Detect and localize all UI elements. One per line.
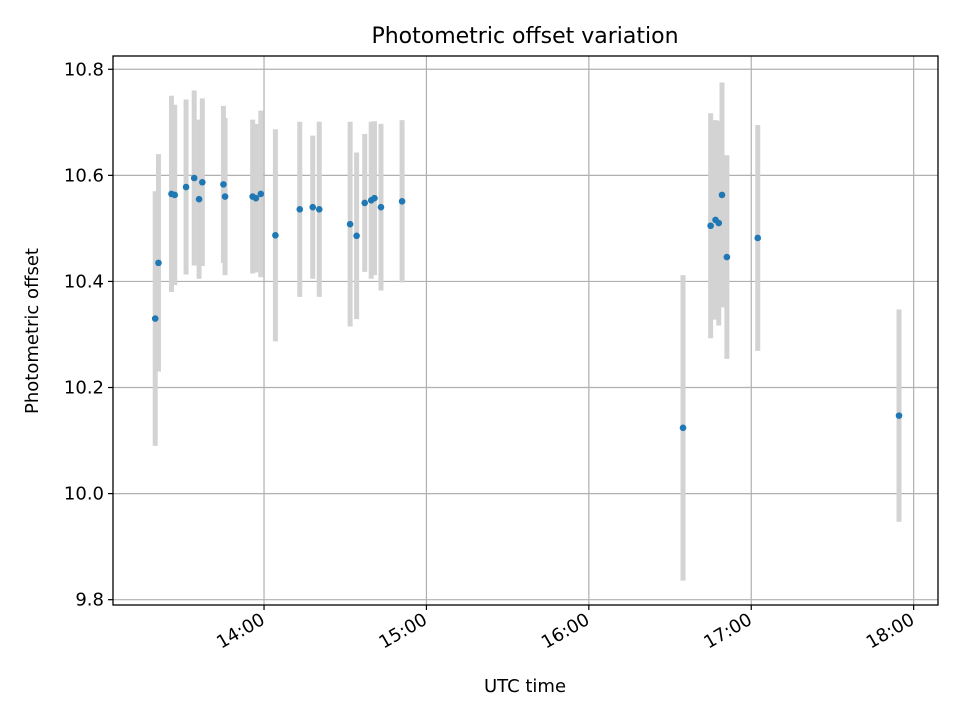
y-tick-label: 10.2 <box>64 378 104 399</box>
data-point <box>895 412 903 419</box>
y-tick-label: 10.4 <box>64 271 104 292</box>
plot-frame <box>112 55 939 606</box>
data-point <box>707 222 714 230</box>
data-point <box>353 232 360 240</box>
data-point <box>754 234 762 242</box>
data-point <box>346 220 354 228</box>
data-point <box>371 194 378 202</box>
y-tick-label: 10.0 <box>64 484 104 505</box>
y-tick-label: 10.6 <box>64 165 104 186</box>
data-point <box>361 199 369 207</box>
data-point <box>199 178 206 186</box>
data-point-layer <box>151 174 903 432</box>
data-point <box>221 193 229 200</box>
data-point <box>718 191 726 199</box>
data-point <box>151 315 159 322</box>
data-point <box>190 174 198 182</box>
data-point <box>252 194 260 202</box>
data-point <box>257 190 265 198</box>
data-point <box>315 205 323 213</box>
data-point <box>679 424 687 432</box>
y-axis-label: Photometric offset <box>22 248 43 414</box>
data-point <box>296 205 304 213</box>
data-point <box>377 203 385 211</box>
x-axis-label: UTC time <box>484 676 566 697</box>
data-point <box>398 198 406 205</box>
y-axis-ticks: 9.8 10.0 10.2 10.4 10.6 10.8 <box>64 59 113 611</box>
data-point <box>309 203 317 211</box>
y-tick-label: 9.8 <box>75 590 104 611</box>
data-point <box>715 219 723 227</box>
data-point <box>220 181 227 188</box>
data-point <box>155 259 162 267</box>
grid-layer <box>113 56 938 605</box>
data-point <box>195 195 203 203</box>
chart-title: Photometric offset variation <box>371 24 678 49</box>
data-point <box>272 231 279 239</box>
y-tick-label: 10.8 <box>64 59 104 80</box>
data-point <box>182 183 190 191</box>
data-point <box>723 253 731 261</box>
data-point <box>171 191 179 199</box>
